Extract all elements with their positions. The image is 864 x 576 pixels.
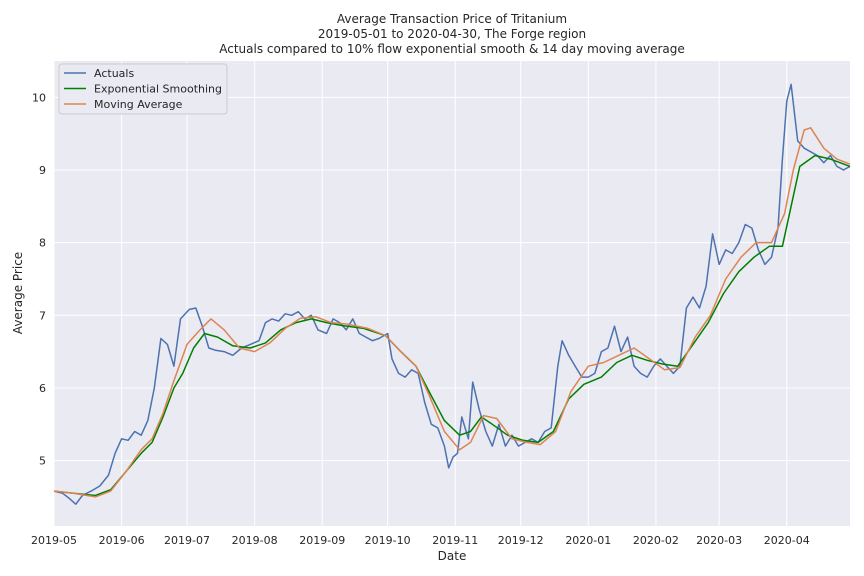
legend: Actuals Exponential Smoothing Moving Avera… xyxy=(58,63,228,115)
legend-entry: Moving Average xyxy=(94,98,183,111)
y-tick-label: 8 xyxy=(39,237,46,250)
y-tick-label: 9 xyxy=(39,164,46,177)
x-tick-label: 2020-01 xyxy=(565,534,611,547)
x-tick-label: 2019-07 xyxy=(164,534,210,547)
y-axis-label: Average Price xyxy=(11,252,25,334)
series-lines xyxy=(53,83,851,505)
legend-entry: Actuals xyxy=(94,67,134,80)
x-tick-label: 2020-04 xyxy=(764,534,810,547)
y-tick-label: 7 xyxy=(39,309,46,322)
chart-title: Average Transaction Price of Tritanium xyxy=(337,12,567,26)
x-tick-label: 2020-02 xyxy=(633,534,679,547)
chart-subtitle-method: Actuals compared to 10% flow exponential… xyxy=(219,42,685,56)
chart-subtitle-range: 2019-05-01 to 2020-04-30, The Forge regi… xyxy=(318,27,586,41)
y-tick-label: 6 xyxy=(39,382,46,395)
x-tick-label: 2019-10 xyxy=(365,534,411,547)
legend-entry: Exponential Smoothing xyxy=(94,83,222,96)
x-tick-label: 2019-08 xyxy=(232,534,278,547)
series-line-actuals xyxy=(53,83,851,505)
series-line-exponential-smoothing xyxy=(53,154,851,497)
x-tick-label: 2019-12 xyxy=(498,534,544,547)
x-tick-label: 2020-03 xyxy=(696,534,742,547)
x-tick-label: 2019-11 xyxy=(432,534,478,547)
legend-box xyxy=(58,63,228,115)
x-tick-label: 2019-09 xyxy=(299,534,345,547)
y-tick-label: 10 xyxy=(32,91,46,104)
y-tick-label: 5 xyxy=(39,455,46,468)
plot-area xyxy=(54,61,850,526)
series-line-moving-average xyxy=(53,127,851,498)
x-tick-label: 2019-05 xyxy=(31,534,77,547)
axis-ticks: 2019-05 2019-06 2019-07 2019-08 2019-09 2019-… xyxy=(31,91,810,547)
x-axis-label: Date xyxy=(438,549,467,563)
x-tick-label: 2019-06 xyxy=(99,534,145,547)
